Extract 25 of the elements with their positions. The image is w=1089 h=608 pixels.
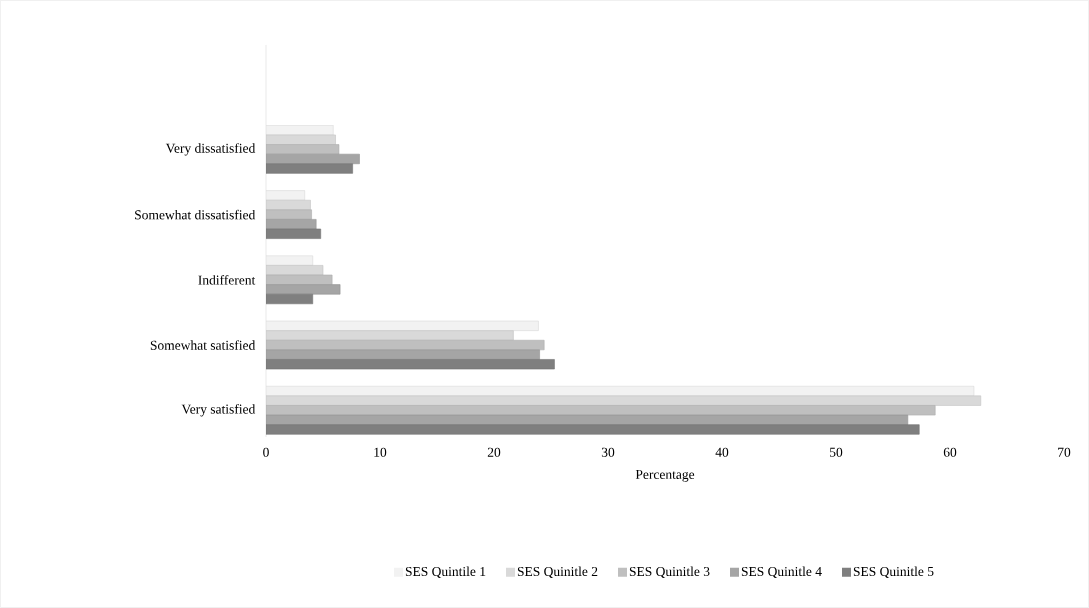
y-tick-label: Very satisfied [181, 404, 256, 417]
legend-label: SES Quinitle 5 [853, 566, 934, 579]
bar [266, 190, 306, 201]
bar [266, 330, 514, 341]
x-tick-label: 20 [487, 447, 501, 457]
x-axis-title: Percentage [635, 470, 695, 482]
y-tick-label: Somewhat satisfied [150, 340, 256, 350]
legend-label: SES Quintile 1 [405, 566, 486, 579]
x-tick-label: 70 [1058, 447, 1071, 457]
bar [266, 163, 353, 174]
x-tick-label: 30 [601, 447, 615, 457]
legend-label: SES Quinitle 4 [741, 566, 822, 579]
x-tick-label: 10 [374, 447, 387, 457]
bar [266, 424, 920, 435]
legend-label: SES Quinitle 2 [517, 566, 598, 579]
bar [266, 349, 540, 360]
x-tick-label: 60 [943, 447, 957, 457]
y-tick-label: Indifferent [198, 275, 256, 285]
x-tick-label: 0 [263, 447, 269, 457]
y-tick-label: Very dissatisfied [165, 143, 256, 156]
y-tick-label: Somewhat dissatisfied [135, 209, 256, 220]
x-tick-label: 40 [715, 447, 729, 457]
legend-label: SES Quinitle 3 [629, 566, 710, 579]
x-tick-label: 50 [830, 447, 843, 457]
bar [266, 255, 314, 266]
